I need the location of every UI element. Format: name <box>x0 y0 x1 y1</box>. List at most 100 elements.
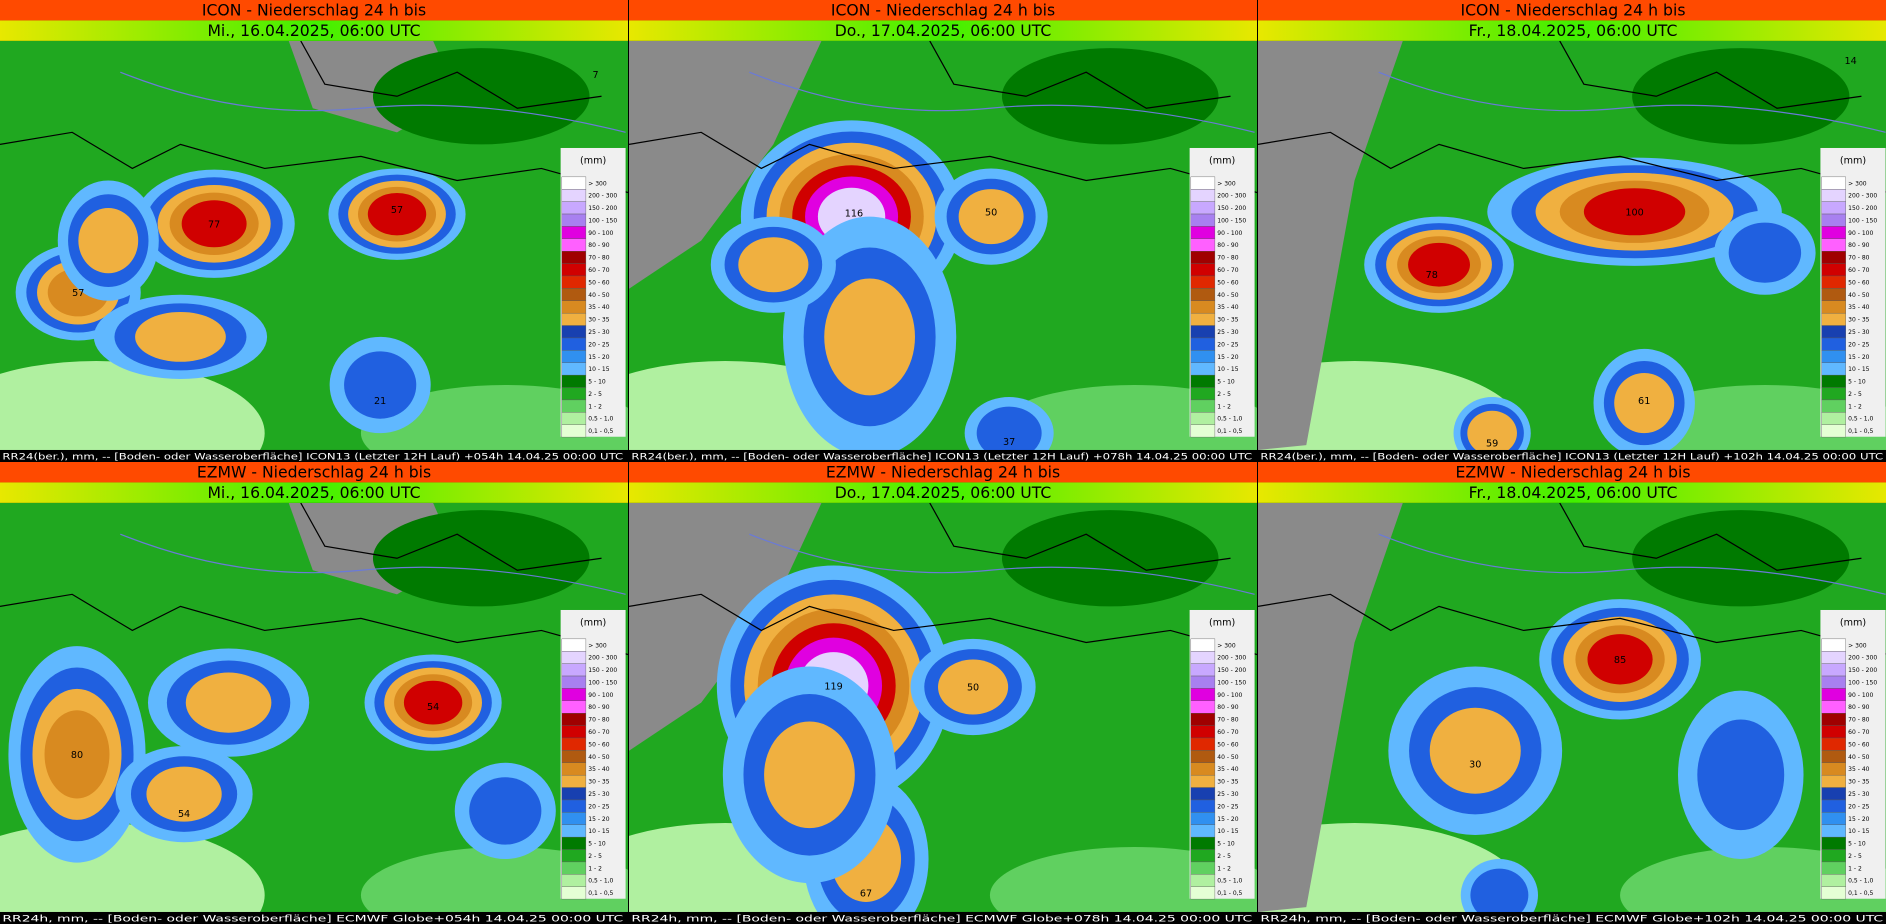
panel-title: EZMW - Niederschlag 24 h bis <box>826 463 1060 482</box>
precip-map: 119 50 67 <box>629 502 1257 912</box>
legend-class: > 300 <box>1217 180 1236 187</box>
legend-swatch <box>1190 325 1216 339</box>
map-value-label: 30 <box>1469 760 1481 771</box>
legend-class: 0,1 - 0,5 <box>1848 428 1873 435</box>
legend-swatch <box>1190 176 1216 190</box>
legend-class: 0,1 - 0,5 <box>1848 890 1873 897</box>
precip-map: 85 30 <box>1258 502 1886 912</box>
panel-date: Fr., 18.04.2025, 06:00 UTC <box>1469 483 1678 502</box>
legend-class: 15 - 20 <box>588 816 609 823</box>
dry-area <box>1258 40 1403 450</box>
legend-swatch <box>561 325 587 339</box>
precip-contour <box>1728 222 1802 283</box>
legend-swatch <box>1821 638 1846 652</box>
legend-swatch <box>1821 886 1846 900</box>
legend-swatch <box>561 663 587 677</box>
panel-title: EZMW - Niederschlag 24 h bis <box>197 463 431 482</box>
legend-class: 150 - 200 <box>1848 667 1877 674</box>
legend-class: 5 - 10 <box>1848 379 1866 386</box>
header-bar <box>1258 462 1886 483</box>
legend-swatch <box>1821 176 1846 190</box>
legend-swatch <box>561 750 587 763</box>
legend-swatch <box>561 713 587 726</box>
river-line <box>1378 71 1886 133</box>
legend-class: 80 - 90 <box>1217 242 1238 249</box>
legend-swatch <box>561 700 587 714</box>
legend-swatch <box>1190 424 1216 438</box>
legend-swatch <box>1821 412 1846 425</box>
date-bar <box>0 482 628 503</box>
legend-class: 70 - 80 <box>1848 717 1870 724</box>
precip-map: 80 54 54 <box>0 502 628 912</box>
legend-swatch <box>1821 651 1846 664</box>
precip-contour <box>1614 372 1675 434</box>
legend: (mm) > 300 200 - 300 150 - 200 100 - 150 90 -… <box>1820 609 1886 900</box>
legend-swatch <box>1190 774 1216 788</box>
date-bar <box>1258 20 1886 41</box>
legend-swatch <box>1821 762 1846 776</box>
legend-swatch <box>561 799 587 813</box>
legend-class: 25 - 30 <box>1848 791 1870 798</box>
legend-swatch <box>561 651 587 664</box>
legend-class: 0,5 - 1,0 <box>588 416 613 423</box>
legend-swatch <box>561 374 587 388</box>
river-line <box>749 533 1255 595</box>
precip-contour <box>367 192 427 236</box>
legend-swatch <box>1190 362 1216 376</box>
legend: (mm) > 300 200 - 300 150 - 200 100 - 150 90 -… <box>1820 147 1886 438</box>
legend-swatch <box>561 836 587 850</box>
legend-swatch <box>561 675 587 689</box>
river-line <box>120 71 626 133</box>
legend-class: 35 - 40 <box>588 766 609 773</box>
legend-swatch <box>1190 213 1216 227</box>
legend-class: 0,1 - 0,5 <box>588 890 613 897</box>
legend-class: 35 - 40 <box>1848 304 1870 311</box>
legend-swatch <box>561 725 587 739</box>
green-zone <box>1001 48 1219 145</box>
panel-date: Mi., 16.04.2025, 06:00 UTC <box>207 483 420 502</box>
legend-class: 20 - 25 <box>588 341 609 348</box>
footer-bar <box>1258 911 1886 924</box>
legend-class: 60 - 70 <box>1848 729 1870 736</box>
border-line <box>0 131 628 194</box>
green-zone <box>1632 510 1850 607</box>
border-line <box>929 502 1231 571</box>
river-line <box>120 533 626 595</box>
legend-class: 35 - 40 <box>1217 766 1238 773</box>
legend-class: 35 - 40 <box>588 304 609 311</box>
legend-swatch <box>1821 213 1846 227</box>
date-bar <box>1258 482 1886 503</box>
precip-map: 14 100 78 61 59 <box>1258 40 1886 450</box>
legend-class: 150 - 200 <box>1217 667 1246 674</box>
legend-swatch <box>1821 387 1846 401</box>
border-line <box>300 40 602 109</box>
legend-swatch <box>1190 226 1216 240</box>
legend-class: 1 - 2 <box>1217 865 1231 872</box>
legend-class: 15 - 20 <box>1848 354 1870 361</box>
legend-swatch <box>1190 836 1216 850</box>
legend-class: 2 - 5 <box>1848 391 1862 398</box>
legend-swatch <box>1190 201 1216 215</box>
legend-class: 70 - 80 <box>1217 255 1238 262</box>
legend-swatch <box>561 638 587 652</box>
date-bar <box>629 482 1257 503</box>
green-zone <box>372 510 590 607</box>
panel-footer: RR24(ber.), mm, -- [Boden- oder Wasserob… <box>1260 453 1883 462</box>
legend-swatch <box>561 849 587 863</box>
legend-class: 150 - 200 <box>588 667 617 674</box>
panel-footer: RR24(ber.), mm, -- [Boden- oder Wasserob… <box>631 453 1252 462</box>
legend-swatch <box>1821 275 1846 289</box>
legend-swatch <box>1821 774 1846 788</box>
legend-class: 0,1 - 0,5 <box>588 428 613 435</box>
legend-class: 50 - 60 <box>1848 279 1870 286</box>
legend-class: 5 - 10 <box>1217 841 1235 848</box>
legend-swatch <box>561 337 587 351</box>
legend-class: 30 - 35 <box>1217 779 1238 786</box>
legend-class: 40 - 50 <box>588 292 609 299</box>
legend-class: > 300 <box>1217 642 1236 649</box>
legend-class: 15 - 20 <box>1217 354 1238 361</box>
legend-class: 25 - 30 <box>1848 329 1870 336</box>
legend-class: 40 - 50 <box>1848 754 1870 761</box>
